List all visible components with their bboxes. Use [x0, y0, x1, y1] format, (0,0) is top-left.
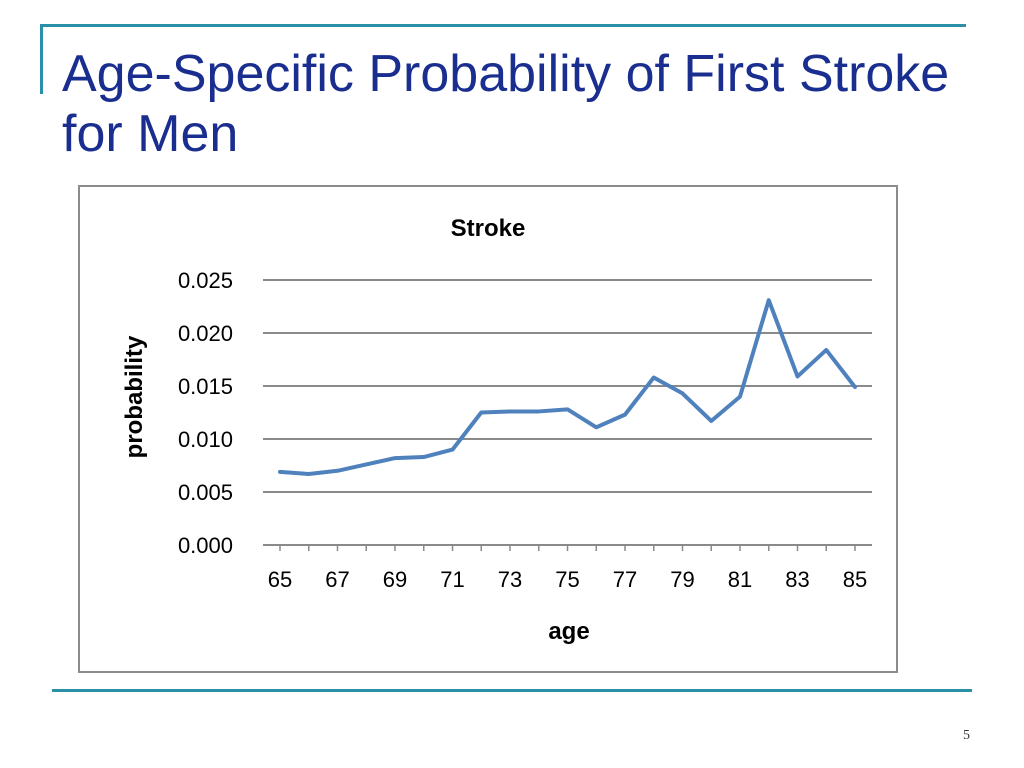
- x-tick-label: 75: [555, 567, 579, 592]
- x-tick-label: 79: [670, 567, 694, 592]
- left-rule: [40, 24, 43, 94]
- x-tick-label: 85: [843, 567, 867, 592]
- x-axis-label: age: [548, 618, 589, 645]
- y-tick-label: 0.000: [178, 533, 233, 558]
- series-line: [278, 298, 857, 476]
- gridlines: [263, 279, 872, 551]
- top-rule: [40, 24, 966, 27]
- stroke-line-chart: Stroke 0.000 0.005 0.010 0.015 0.020 0.025 65…: [121, 215, 872, 645]
- y-tick-label: 0.020: [178, 321, 233, 346]
- slide-number: 5: [963, 728, 970, 743]
- x-tick-label: 81: [728, 567, 752, 592]
- y-tick-labels: 0.000 0.005 0.010 0.015 0.020 0.025: [178, 268, 233, 558]
- x-tick-label: 73: [498, 567, 522, 592]
- series-group: [278, 298, 857, 476]
- x-tick-label: 83: [785, 567, 809, 592]
- x-tick-label: 67: [325, 567, 349, 592]
- x-tick-labels: 65 67 69 71 73 75 77 79 81 83 85: [268, 567, 867, 592]
- slide-title: Age-Specific Probability of First Stroke…: [62, 45, 950, 163]
- x-tick-label: 71: [440, 567, 464, 592]
- chart-title: Stroke: [451, 215, 526, 242]
- x-tick-label: 69: [383, 567, 407, 592]
- y-tick-label: 0.015: [178, 374, 233, 399]
- chart-frame: Stroke 0.000 0.005 0.010 0.015 0.020 0.025 65…: [78, 185, 898, 673]
- y-axis-label: probability: [121, 335, 148, 458]
- y-tick-label: 0.005: [178, 480, 233, 505]
- bottom-rule: [52, 689, 972, 692]
- x-tick-label: 65: [268, 567, 292, 592]
- y-tick-label: 0.010: [178, 427, 233, 452]
- y-tick-label: 0.025: [178, 268, 233, 293]
- x-tick-label: 77: [613, 567, 637, 592]
